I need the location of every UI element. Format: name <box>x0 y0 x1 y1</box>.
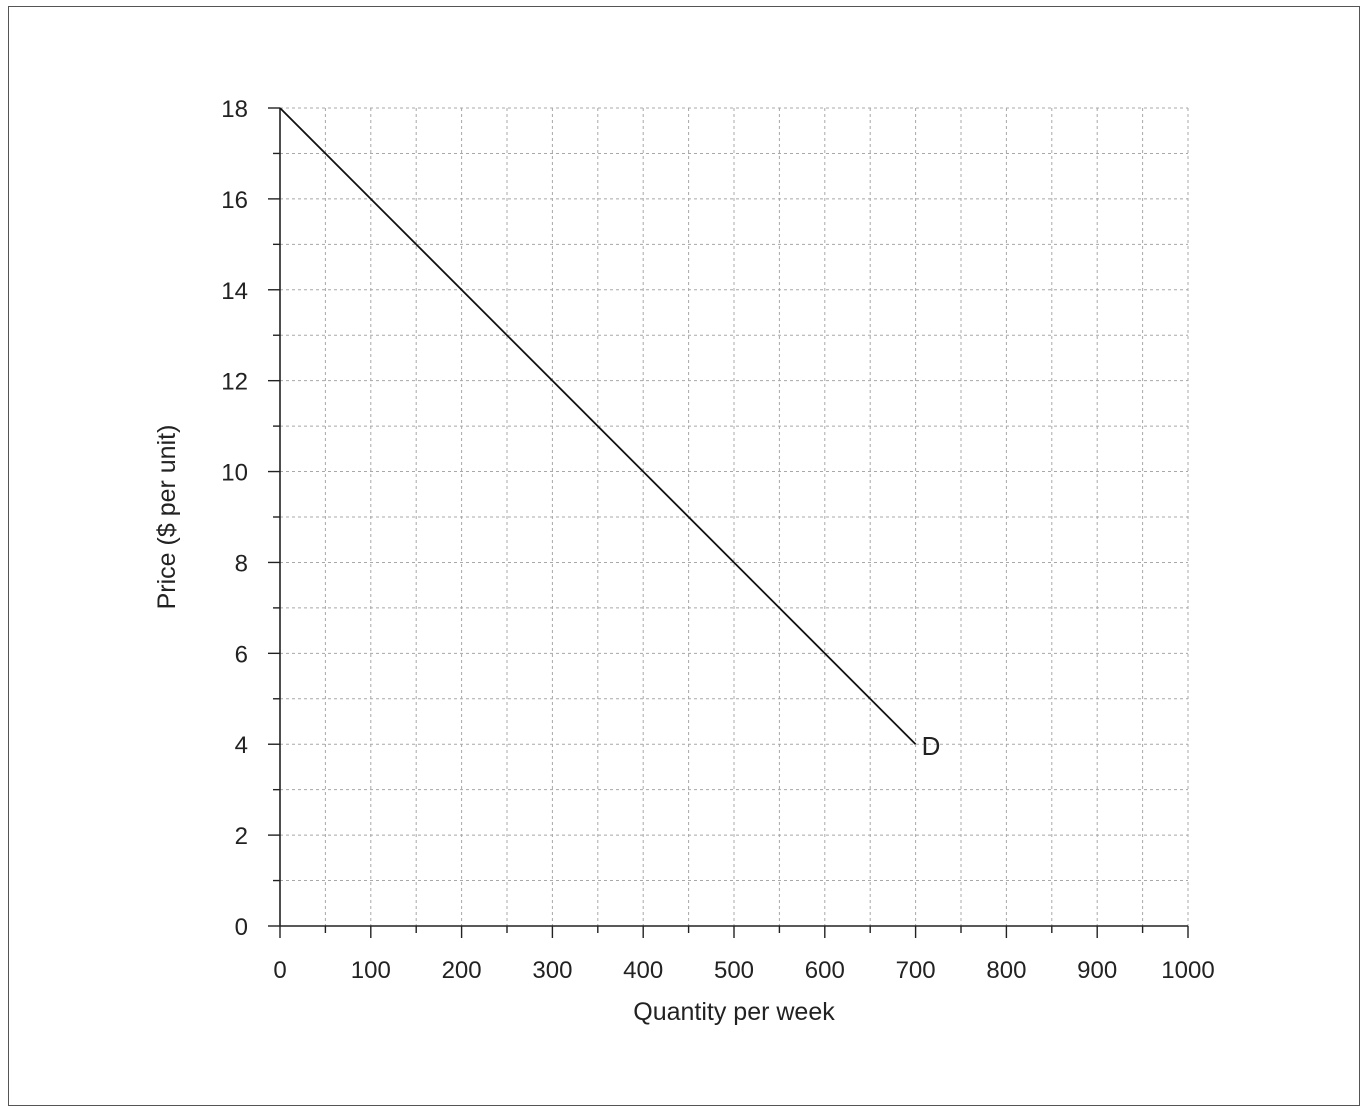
x-axis-title: Quantity per week <box>633 998 835 1026</box>
x-tick-label: 600 <box>805 957 845 984</box>
y-tick-label: 4 <box>235 732 248 759</box>
x-tick-label: 800 <box>986 957 1026 984</box>
demand-curve-label: D <box>922 731 941 761</box>
y-tick-label: 2 <box>235 823 248 850</box>
demand-curve-line <box>279 107 917 745</box>
grid <box>280 107 1189 926</box>
y-tick-label: 10 <box>221 460 248 487</box>
x-tick-label: 200 <box>442 957 482 984</box>
y-tick-label: 8 <box>235 550 248 577</box>
y-tick-label: 0 <box>235 914 248 941</box>
y-tick-label: 12 <box>221 369 248 396</box>
x-tick-label: 100 <box>351 957 391 984</box>
x-tick-label: 900 <box>1077 957 1117 984</box>
x-tick-label: 0 <box>273 957 286 984</box>
y-tick-label: 14 <box>221 278 248 305</box>
x-tick-label: 1000 <box>1161 957 1214 984</box>
x-tick-label: 500 <box>714 957 754 984</box>
y-axis-title: Price ($ per unit) <box>153 425 181 610</box>
ticks: 0 100 200 300 400 500 600 700 800 900 1000 0 2 4 6 8 10 1… <box>221 96 1214 984</box>
chart-frame <box>8 6 1360 1106</box>
x-tick-label: 400 <box>623 957 663 984</box>
x-tick-label: 700 <box>896 957 936 984</box>
y-tick-label: 18 <box>221 96 248 123</box>
y-tick-label: 6 <box>235 641 248 668</box>
series: D <box>279 107 941 761</box>
y-tick-label: 16 <box>221 187 248 214</box>
x-tick-label: 300 <box>532 957 572 984</box>
